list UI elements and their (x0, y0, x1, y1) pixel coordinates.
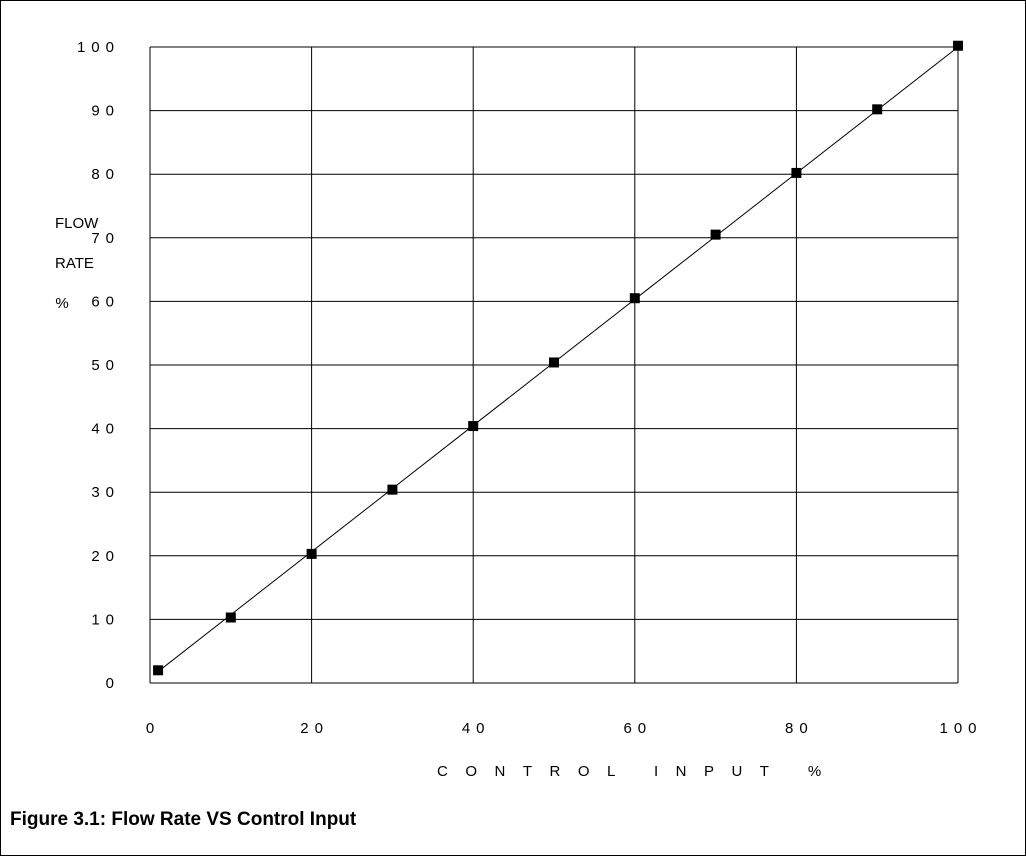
y-tick-label: 50 (91, 357, 120, 374)
y-axis-ticks: 0 10 20 30 40 50 60 70 80 90 100 (77, 39, 120, 692)
data-point (306, 548, 317, 559)
data-point (549, 357, 559, 368)
y-tick-label: 40 (91, 421, 120, 438)
x-tick-label: 100 (939, 720, 982, 737)
y-tick-label: 0 (106, 675, 120, 692)
data-points (153, 40, 963, 676)
x-tick-label: 20 (300, 720, 329, 737)
data-point (153, 665, 164, 676)
y-axis-label: FLOW RATE % (55, 215, 99, 312)
data-point (387, 484, 398, 495)
data-point (953, 40, 963, 51)
data-point (225, 612, 236, 623)
y-tick-label: 10 (91, 611, 120, 628)
y-tick-label: 30 (91, 484, 120, 501)
data-point (791, 167, 802, 178)
data-point (872, 104, 883, 115)
data-point (710, 229, 721, 240)
data-point (468, 421, 479, 432)
data-point (629, 293, 640, 304)
x-axis-ticks: 0 20 40 60 80 100 (146, 720, 982, 737)
y-tick-label: 80 (91, 166, 120, 183)
y-tick-label: 20 (91, 548, 120, 565)
y-tick-label: 70 (91, 230, 120, 247)
y-tick-label: 90 (91, 103, 120, 120)
x-tick-label: 60 (623, 720, 652, 737)
grid (149, 46, 959, 684)
figure-caption: Figure 3.1: Flow Rate VS Control Input (10, 809, 357, 830)
x-tick-label: 40 (462, 720, 491, 737)
y-tick-label: 60 (91, 293, 120, 310)
x-tick-label: 0 (146, 720, 160, 737)
x-tick-label: 80 (785, 720, 814, 737)
y-tick-label: 100 (77, 39, 120, 56)
x-axis-label: CONTROL INPUT % (437, 763, 839, 780)
